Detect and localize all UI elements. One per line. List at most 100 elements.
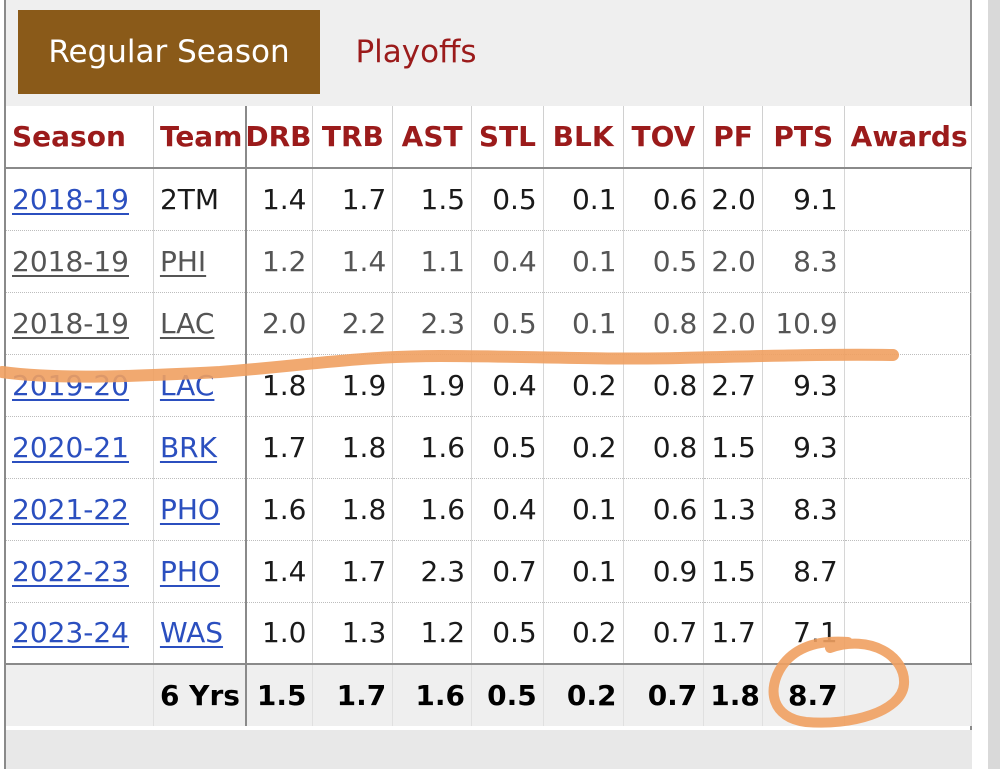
blk-cell: 0.1	[543, 230, 624, 293]
tov-cell: 0.8	[623, 354, 705, 417]
totals-awards	[844, 663, 973, 726]
column-header-pts[interactable]: PTS	[762, 106, 845, 169]
drb-cell: 1.4	[246, 168, 314, 231]
team-link[interactable]: PHI	[159, 244, 207, 278]
column-header-trb[interactable]: TRB	[312, 106, 394, 169]
season-type-tabs: Regular Season Playoffs	[6, 0, 970, 108]
blk-cell: 0.1	[543, 292, 624, 355]
drb-cell: 1.6	[246, 478, 314, 541]
trb-cell: 1.8	[312, 478, 394, 541]
column-header-stl[interactable]: STL	[471, 106, 544, 169]
pts-cell: 8.3	[762, 478, 845, 541]
team-cell: PHI	[153, 230, 248, 293]
pf-cell: 1.5	[703, 416, 763, 479]
column-header-pf[interactable]: PF	[703, 106, 763, 169]
trb-cell: 1.7	[312, 540, 394, 603]
pf-cell: 1.5	[703, 540, 763, 603]
team-link[interactable]: PHO	[159, 492, 220, 526]
tov-cell: 0.6	[623, 168, 705, 231]
stl-cell: 0.5	[471, 292, 544, 355]
stl-cell: 0.7	[471, 540, 544, 603]
column-header-ast[interactable]: AST	[392, 106, 473, 169]
season-link[interactable]: 2018-19	[12, 306, 129, 340]
trb-cell: 1.3	[312, 602, 394, 665]
tab-playoffs[interactable]: Playoffs	[355, 34, 477, 70]
pts-cell: 9.3	[762, 354, 845, 417]
pts-cell: 8.7	[762, 540, 845, 603]
team-link[interactable]: LAC	[159, 306, 215, 340]
pts-cell: 9.3	[762, 416, 845, 479]
ast-cell: 2.3	[392, 292, 473, 355]
season-link[interactable]: 2022-23	[12, 554, 129, 588]
drb-cell: 1.7	[246, 416, 314, 479]
pf-cell: 2.7	[703, 354, 763, 417]
table-row: 2019-20 LAC 1.8 1.9 1.9 0.4 0.2 0.8 2.7 …	[6, 354, 973, 417]
stl-cell: 0.4	[471, 354, 544, 417]
season-cell: 2018-19	[6, 230, 154, 293]
team-cell: BRK	[153, 416, 248, 479]
ast-cell: 1.1	[392, 230, 473, 293]
stl-cell: 0.4	[471, 230, 544, 293]
column-header-blk[interactable]: BLK	[543, 106, 624, 169]
next-table-section	[6, 730, 972, 769]
column-header-drb[interactable]: DRB	[246, 106, 314, 169]
team-link[interactable]: PHO	[159, 554, 220, 588]
column-header-season[interactable]: Season	[6, 106, 154, 169]
awards-cell	[844, 168, 973, 231]
blk-cell: 0.2	[543, 602, 624, 665]
pts-cell: 9.1	[762, 168, 845, 231]
season-link[interactable]: 2018-19	[12, 182, 129, 216]
pts-cell: 10.9	[762, 292, 845, 355]
totals-pts: 8.7	[762, 663, 845, 726]
trb-cell: 1.8	[312, 416, 394, 479]
season-cell: 2018-19	[6, 292, 154, 355]
drb-cell: 1.0	[246, 602, 314, 665]
pts-cell: 7.1	[762, 602, 845, 665]
awards-cell	[844, 478, 973, 541]
season-link[interactable]: 2018-19	[12, 244, 129, 278]
season-cell: 2018-19	[6, 168, 154, 231]
trb-cell: 1.7	[312, 168, 394, 231]
tab-regular-season[interactable]: Regular Season	[18, 10, 320, 94]
awards-cell	[844, 602, 973, 665]
column-header-team[interactable]: Team	[153, 106, 248, 169]
totals-drb: 1.5	[246, 663, 314, 726]
tov-cell: 0.6	[623, 478, 705, 541]
season-cell: 2021-22	[6, 478, 154, 541]
column-header-awards[interactable]: Awards	[844, 106, 973, 169]
table-row: 2018-19 PHI 1.2 1.4 1.1 0.4 0.1 0.5 2.0 …	[6, 230, 973, 293]
season-cell: 2023-24	[6, 602, 154, 665]
ast-cell: 1.5	[392, 168, 473, 231]
trb-cell: 2.2	[312, 292, 394, 355]
awards-cell	[844, 354, 973, 417]
drb-cell: 1.8	[246, 354, 314, 417]
team-link[interactable]: BRK	[159, 430, 217, 464]
ast-cell: 1.6	[392, 416, 473, 479]
stl-cell: 0.5	[471, 602, 544, 665]
pf-cell: 1.3	[703, 478, 763, 541]
season-cell: 2022-23	[6, 540, 154, 603]
totals-pf: 1.8	[703, 663, 763, 726]
table-header-row: Season Team DRB TRB AST STL BLK TOV PF P…	[6, 106, 973, 169]
team-cell: LAC	[153, 292, 248, 355]
team-link[interactable]: WAS	[159, 616, 224, 650]
column-header-tov[interactable]: TOV	[623, 106, 705, 169]
table-row: 2018-19 2TM 1.4 1.7 1.5 0.5 0.1 0.6 2.0 …	[6, 168, 973, 231]
season-cell: 2019-20	[6, 354, 154, 417]
team-cell: PHO	[153, 478, 248, 541]
season-link[interactable]: 2021-22	[12, 492, 129, 526]
tov-cell: 0.9	[623, 540, 705, 603]
season-link[interactable]: 2023-24	[12, 616, 129, 650]
table-row: 2022-23 PHO 1.4 1.7 2.3 0.7 0.1 0.9 1.5 …	[6, 540, 973, 603]
team-cell: PHO	[153, 540, 248, 603]
awards-cell	[844, 540, 973, 603]
scrollbar[interactable]	[988, 0, 1000, 769]
season-link[interactable]: 2019-20	[12, 368, 129, 402]
career-totals-row: 6 Yrs 1.5 1.7 1.6 0.5 0.2 0.7 1.8 8.7	[6, 663, 973, 726]
tov-cell: 0.8	[623, 416, 705, 479]
totals-stl: 0.5	[471, 663, 544, 726]
season-link[interactable]: 2020-21	[12, 430, 129, 464]
pf-cell: 1.7	[703, 602, 763, 665]
team-link[interactable]: LAC	[159, 368, 215, 402]
stl-cell: 0.5	[471, 416, 544, 479]
